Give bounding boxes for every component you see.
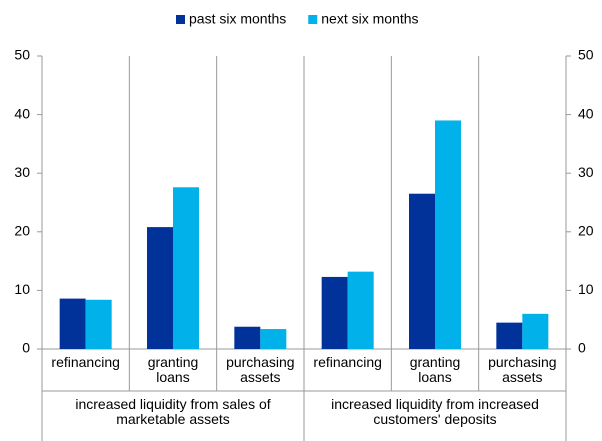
- x-tick-label: granting loans: [409, 354, 461, 385]
- y-tick-label: 0: [22, 340, 30, 356]
- x-tick-label: granting loans: [147, 354, 199, 385]
- y-tick-label: 30: [14, 164, 30, 180]
- bar: [409, 193, 435, 349]
- y-tick-label: 20: [14, 223, 30, 239]
- x-tick-label: purchasing assets: [226, 354, 295, 385]
- legend-swatch: [176, 15, 185, 24]
- legend-label: past six months: [189, 11, 286, 27]
- group-label: increased liquidity from sales of market…: [75, 396, 271, 427]
- y-tick-label: 40: [14, 105, 30, 121]
- bar: [435, 120, 461, 350]
- legend-swatch: [308, 15, 318, 24]
- group-label: increased liquidity from increased custo…: [331, 396, 539, 427]
- y2-tick-label: 50: [578, 47, 594, 63]
- bar: [147, 227, 173, 349]
- bar: [173, 187, 199, 349]
- y-tick-label: 50: [14, 47, 30, 63]
- y2-tick-label: 40: [578, 105, 594, 121]
- y2-tick-label: 20: [578, 223, 594, 239]
- bar: [347, 271, 374, 349]
- bar: [496, 322, 523, 349]
- bar: [260, 329, 287, 349]
- x-tick-label: refinancing: [313, 354, 382, 370]
- bar: [85, 299, 112, 349]
- y2-tick-label: 10: [578, 281, 594, 297]
- bar: [522, 313, 549, 349]
- y-tick-label: 10: [14, 281, 30, 297]
- bar: [234, 326, 261, 349]
- y2-tick-label: 30: [578, 164, 594, 180]
- x-tick-label: purchasing assets: [488, 354, 557, 385]
- bar: [321, 276, 348, 349]
- y2-tick-label: 0: [578, 340, 586, 356]
- legend-label: next six months: [321, 11, 418, 27]
- bar: [59, 298, 86, 349]
- x-tick-label: refinancing: [51, 354, 120, 370]
